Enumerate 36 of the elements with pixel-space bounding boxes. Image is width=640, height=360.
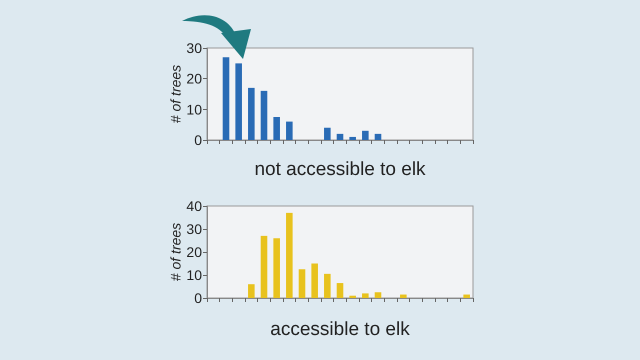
bar xyxy=(248,88,255,140)
bar xyxy=(400,294,407,298)
bar xyxy=(374,292,382,298)
bar xyxy=(273,238,280,298)
y-tick-label: 0 xyxy=(194,132,202,148)
y-tick-label: 30 xyxy=(186,221,202,237)
x-axis-title: accessible to elk xyxy=(270,319,410,340)
y-axis-title: # of trees xyxy=(168,64,184,124)
bar xyxy=(336,283,344,298)
y-tick-label: 0 xyxy=(194,290,202,306)
x-axis-title: not accessible to elk xyxy=(254,159,426,180)
bar xyxy=(298,269,306,298)
bar xyxy=(273,117,280,140)
bar xyxy=(362,130,369,140)
y-axis-title: # of trees xyxy=(168,222,184,282)
bar xyxy=(349,136,356,140)
y-tick-label: 20 xyxy=(186,70,202,87)
y-tick-label: 20 xyxy=(186,244,202,260)
bar xyxy=(362,293,369,298)
bar xyxy=(324,128,331,140)
bar xyxy=(260,90,268,140)
y-tick-label: 10 xyxy=(186,267,202,283)
bar xyxy=(463,294,470,298)
bar xyxy=(286,122,293,140)
y-tick-label: 40 xyxy=(186,198,202,214)
bar xyxy=(286,212,293,298)
y-tick-label: 30 xyxy=(186,40,202,56)
bar xyxy=(324,274,331,298)
bar xyxy=(260,236,268,298)
bar xyxy=(374,134,382,140)
bar xyxy=(311,264,318,298)
bar xyxy=(248,284,255,298)
y-tick-label: 10 xyxy=(186,101,202,118)
bar xyxy=(336,134,344,140)
bar xyxy=(235,63,242,140)
bar xyxy=(222,57,230,140)
